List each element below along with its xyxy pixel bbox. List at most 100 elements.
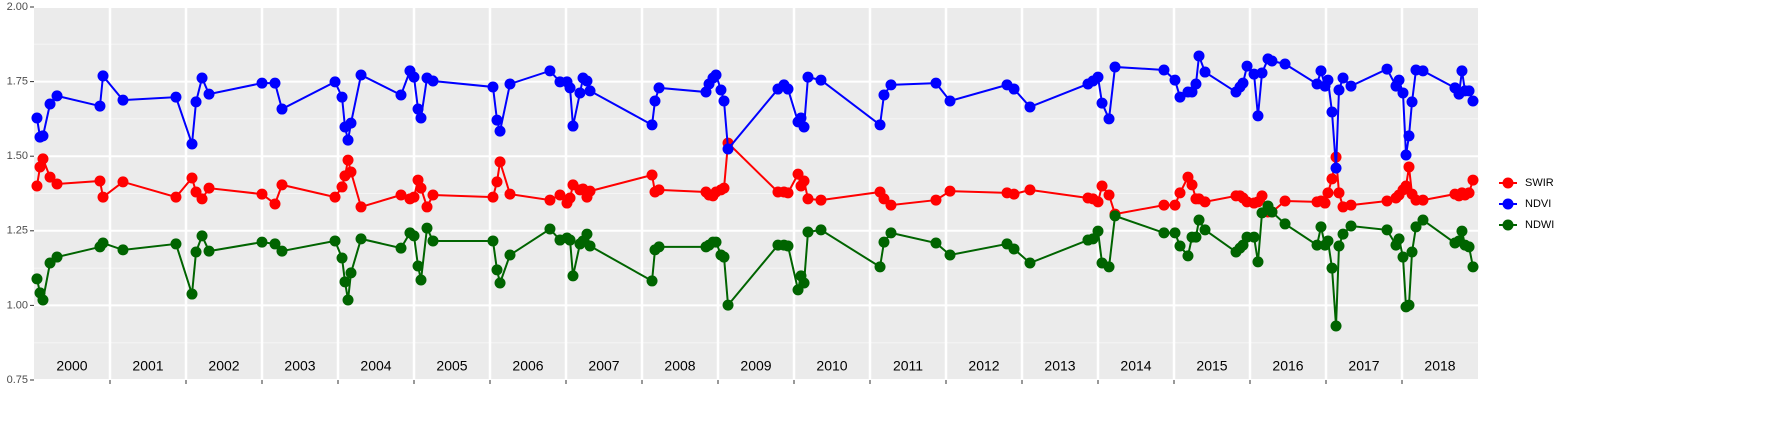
point xyxy=(339,276,351,288)
point xyxy=(1256,67,1268,79)
point xyxy=(427,235,439,247)
point xyxy=(710,69,722,81)
point xyxy=(37,153,49,165)
year-label: 2004 xyxy=(360,358,391,374)
point xyxy=(355,233,367,245)
point xyxy=(342,294,354,306)
point xyxy=(1397,87,1409,99)
point xyxy=(427,75,439,87)
point xyxy=(1319,197,1331,209)
point xyxy=(874,119,886,131)
point xyxy=(336,252,348,264)
point xyxy=(1311,239,1323,251)
point xyxy=(554,189,566,201)
point xyxy=(930,77,942,89)
point xyxy=(491,176,503,188)
point xyxy=(345,166,357,178)
year-label: 2009 xyxy=(740,358,771,374)
point xyxy=(170,91,182,103)
point xyxy=(491,264,503,276)
point xyxy=(504,188,516,200)
point xyxy=(1381,195,1393,207)
point xyxy=(37,294,49,306)
point xyxy=(1158,199,1170,211)
point xyxy=(345,117,357,129)
point xyxy=(1397,251,1409,263)
point xyxy=(117,94,129,106)
point xyxy=(782,83,794,95)
point xyxy=(408,71,420,83)
point xyxy=(196,230,208,242)
point xyxy=(1406,96,1418,108)
point xyxy=(117,176,129,188)
point xyxy=(97,70,109,82)
legend-label: NDWI xyxy=(1525,219,1554,231)
year-label: 2012 xyxy=(968,358,999,374)
point xyxy=(815,224,827,236)
point xyxy=(256,77,268,89)
year-label: 2013 xyxy=(1044,358,1075,374)
year-label: 2006 xyxy=(512,358,543,374)
point xyxy=(1092,71,1104,83)
point xyxy=(1467,261,1479,273)
point xyxy=(94,100,106,112)
year-label: 2000 xyxy=(56,358,87,374)
point xyxy=(581,75,593,87)
point xyxy=(1096,180,1108,192)
year-label: 2018 xyxy=(1424,358,1455,374)
point xyxy=(1158,227,1170,239)
point xyxy=(1008,243,1020,255)
point xyxy=(412,260,424,272)
point xyxy=(885,79,897,91)
point xyxy=(1403,130,1415,142)
point xyxy=(1169,74,1181,86)
point xyxy=(567,270,579,282)
point xyxy=(564,234,576,246)
point xyxy=(1169,227,1181,239)
point xyxy=(412,103,424,115)
point xyxy=(487,191,499,203)
point xyxy=(421,201,433,213)
point xyxy=(815,74,827,86)
point xyxy=(815,194,827,206)
year-label: 2011 xyxy=(893,358,923,374)
point xyxy=(44,98,56,110)
point xyxy=(1456,65,1468,77)
point xyxy=(1158,64,1170,76)
point xyxy=(1315,221,1327,233)
point xyxy=(1256,190,1268,202)
point xyxy=(342,134,354,146)
point xyxy=(1103,261,1115,273)
point xyxy=(186,172,198,184)
point xyxy=(190,96,202,108)
point xyxy=(1193,50,1205,62)
y-tick-label: 2.00 xyxy=(7,1,28,13)
point xyxy=(1248,231,1260,243)
point xyxy=(1333,240,1345,252)
point xyxy=(1190,231,1202,243)
point xyxy=(944,185,956,197)
point xyxy=(31,180,43,192)
point xyxy=(878,193,890,205)
point xyxy=(584,85,596,97)
point xyxy=(1008,188,1020,200)
point xyxy=(494,156,506,168)
point xyxy=(782,187,794,199)
point xyxy=(269,238,281,250)
point xyxy=(722,299,734,311)
point xyxy=(1381,224,1393,236)
point xyxy=(1174,91,1186,103)
point xyxy=(97,191,109,203)
point xyxy=(1463,85,1475,97)
point xyxy=(567,120,579,132)
point xyxy=(1279,218,1291,230)
point xyxy=(1456,225,1468,237)
point xyxy=(1096,97,1108,109)
point xyxy=(1330,162,1342,174)
point xyxy=(51,90,63,102)
point xyxy=(345,267,357,279)
point xyxy=(1174,187,1186,199)
point xyxy=(31,273,43,285)
point xyxy=(1393,233,1405,245)
